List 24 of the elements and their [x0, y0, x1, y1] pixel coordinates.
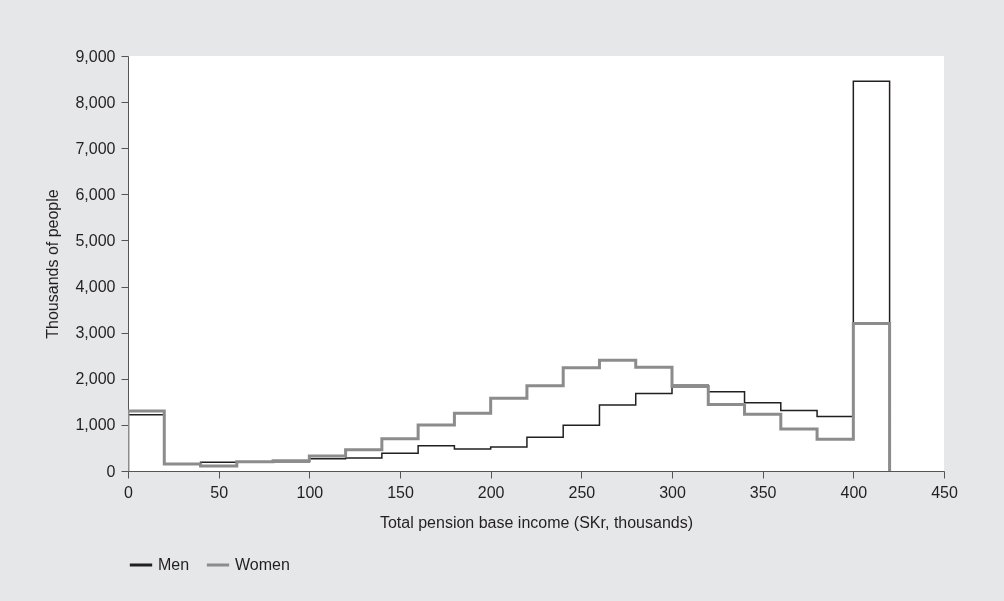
x-tick-label: 350: [749, 483, 777, 501]
x-tick-label: 300: [659, 483, 686, 501]
y-axis-title: Thousands of people: [44, 189, 62, 339]
x-tick-label: 100: [296, 483, 324, 501]
x-tick-label: 50: [210, 483, 229, 501]
y-tick-label: 9,000: [75, 47, 116, 65]
y-tick-label: 1,000: [75, 416, 116, 434]
y-tick-label: 2,000: [75, 370, 116, 388]
x-tick-label: 200: [477, 483, 505, 501]
y-tick-label: 4,000: [75, 278, 116, 296]
y-tick-label: 3,000: [75, 324, 116, 342]
y-tick-label: 8,000: [75, 93, 116, 111]
legend-label: Women: [235, 556, 290, 573]
y-tick-label: 6,000: [75, 185, 116, 203]
x-tick-label: 150: [387, 483, 414, 501]
y-tick-label: 0: [106, 462, 116, 480]
x-axis-title: Total pension base income (SKr, thousands): [379, 513, 694, 531]
x-tick-label: 400: [840, 483, 868, 501]
x-tick-label: 450: [931, 483, 958, 501]
x-tick-label: 0: [124, 483, 134, 501]
x-tick-label: 250: [568, 483, 596, 501]
y-tick-label: 7,000: [75, 139, 116, 157]
y-tick-label: 5,000: [75, 231, 116, 249]
legend-label: Men: [158, 556, 190, 573]
